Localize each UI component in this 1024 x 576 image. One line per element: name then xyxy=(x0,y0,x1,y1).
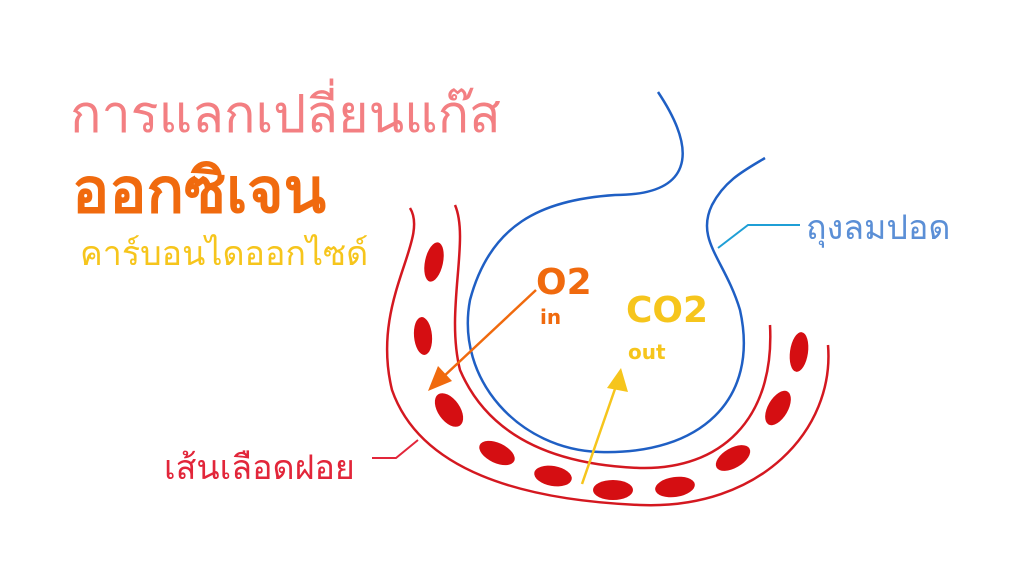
co2-direction-label: out xyxy=(628,340,666,364)
o2-direction-label: in xyxy=(540,305,562,329)
co2-label: CO2 xyxy=(626,290,709,331)
red-blood-cell xyxy=(789,332,809,372)
o2-arrow-head xyxy=(428,366,452,391)
title-carbon-dioxide: คาร์บอนไดออกไซด์ xyxy=(80,234,369,274)
alveolus-leader-line xyxy=(717,224,800,249)
capillary-outer-wall xyxy=(385,207,830,507)
red-blood-cell xyxy=(479,440,515,466)
alveolus-outline xyxy=(466,91,766,454)
capillary-inner-wall xyxy=(453,204,772,470)
o2-label: O2 xyxy=(536,262,592,303)
red-blood-cells xyxy=(413,242,809,500)
capillary-label: เส้นเลือดฝอย xyxy=(164,448,355,488)
title-oxygen: ออกซิเจน xyxy=(72,154,326,227)
red-blood-cell xyxy=(413,317,433,355)
red-blood-cell xyxy=(765,390,791,426)
capillary-leader-line xyxy=(372,439,419,459)
red-blood-cell xyxy=(715,445,751,471)
red-blood-cell xyxy=(534,465,572,487)
red-blood-cell xyxy=(655,476,695,498)
alveolus-label: ถุงลมปอด xyxy=(806,208,951,248)
o2-arrow-shaft xyxy=(441,289,537,379)
co2-arrow-shaft xyxy=(580,385,618,485)
red-blood-cell xyxy=(424,242,444,282)
red-blood-cell xyxy=(434,393,464,427)
title-gas-exchange: การแลกเปลี่ยนแก๊ส xyxy=(70,85,501,145)
red-blood-cell xyxy=(593,480,633,500)
co2-arrow-head xyxy=(607,368,628,392)
